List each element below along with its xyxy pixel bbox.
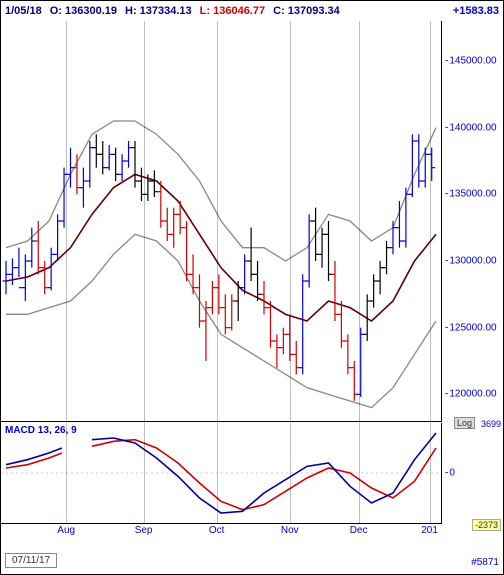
x-tick-label: Aug	[57, 525, 75, 536]
chart-container: 1/05/18 O: 136300.19 H: 137334.13 L: 136…	[0, 0, 504, 575]
macd-y-axis: 0 -2373	[441, 423, 503, 523]
x-gridline	[217, 21, 218, 523]
y-axis: Log 3699 120000.00125000.00130000.001350…	[441, 21, 503, 421]
start-date-box[interactable]: 07/11/17	[5, 553, 57, 568]
x-gridline	[359, 21, 360, 523]
y-tick: 130000.00	[441, 256, 497, 267]
ohlc-header: 1/05/18 O: 136300.19 H: 137334.13 L: 136…	[5, 3, 499, 19]
x-tick-label: 201	[421, 525, 438, 536]
low-label: L: 136046.77	[200, 5, 265, 17]
x-gridline	[290, 21, 291, 523]
date-label: 1/05/18	[5, 5, 42, 17]
x-axis: Aug Sep Oct Nov Dec 201	[1, 525, 441, 575]
y-tick: 125000.00	[441, 322, 497, 333]
y-tick: 120000.00	[441, 389, 497, 400]
open-label: O: 136300.19	[50, 5, 117, 17]
y-tick: 135000.00	[441, 189, 497, 200]
y-tick: 140000.00	[441, 122, 497, 133]
close-label: C: 137093.34	[273, 5, 340, 17]
x-gridline	[430, 21, 431, 523]
macd-neg-value: -2373	[472, 519, 501, 531]
x-tick-label: Nov	[281, 525, 299, 536]
x-gridline	[144, 21, 145, 523]
x-tick-label: Oct	[209, 525, 225, 536]
x-tick-label: Sep	[135, 525, 153, 536]
macd-zero: 0	[441, 468, 455, 479]
bar-count: #5871	[471, 557, 499, 568]
x-tick-label: Dec	[350, 525, 368, 536]
y-tick: 145000.00	[441, 56, 497, 67]
high-label: H: 137334.13	[125, 5, 192, 17]
change-value: +1583.83	[453, 5, 499, 17]
x-gridline	[66, 21, 67, 523]
